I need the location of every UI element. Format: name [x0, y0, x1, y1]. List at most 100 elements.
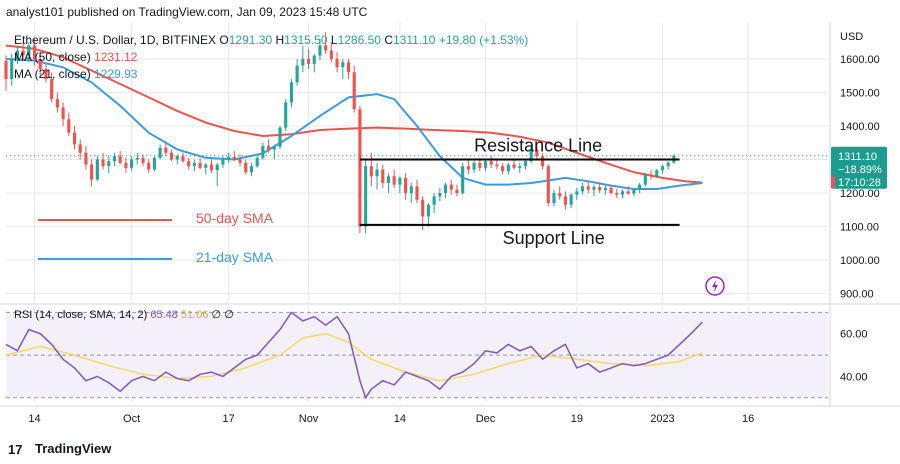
rsi-legend: RSI (14, close, SMA, 14, 2) 65.48 51.06 … [14, 309, 234, 321]
candle-body [358, 109, 362, 227]
candle-body [552, 193, 556, 204]
candle-body [643, 174, 647, 185]
sma50-legend-label: 50-day SMA [196, 210, 274, 226]
tradingview-brand[interactable]: 17 TradingView [8, 441, 111, 456]
candle-body [192, 162, 196, 167]
current-price-change: −18.89% [838, 164, 882, 176]
candle-body [221, 159, 225, 165]
high-label: H [275, 33, 284, 47]
alert-bolt [712, 280, 718, 292]
candle-body [267, 146, 271, 150]
rsi-tick-label: 60.00 [840, 329, 868, 341]
rsi-empty-value-1: ∅ [212, 309, 222, 321]
change-value: +19.80 (+1.53%) [439, 33, 528, 47]
candle-body [626, 191, 630, 194]
candle-body [67, 119, 71, 133]
candle-body [306, 58, 311, 64]
candle-body [335, 58, 339, 68]
low-label: L [331, 33, 338, 47]
candle-body [660, 166, 665, 171]
rsi-empty-value-2: ∅ [224, 309, 234, 321]
candle-body [632, 189, 636, 194]
candle-body [386, 176, 391, 183]
candle-body [529, 149, 533, 162]
low-value: 1286.50 [338, 33, 382, 47]
candle-body [449, 184, 453, 190]
candle-body [461, 166, 465, 194]
candle-body [392, 176, 396, 185]
candle-body [244, 162, 248, 173]
candle-body [421, 199, 425, 217]
brand-name: TradingView [35, 441, 112, 456]
candle-body [341, 62, 345, 68]
candle-body [158, 147, 162, 158]
candle-body [227, 156, 231, 160]
candle-body [141, 157, 145, 163]
price-tick-label: 900.00 [840, 289, 874, 301]
candle-body [130, 159, 134, 168]
candle-body [238, 159, 242, 163]
current-price-tag [831, 146, 887, 189]
candle-body [620, 191, 625, 195]
candle-body [512, 164, 516, 168]
candle-body [501, 166, 505, 172]
candle-body [523, 161, 528, 167]
candle-body [90, 164, 94, 180]
ma21-line [5, 57, 703, 190]
candle-body [603, 187, 607, 191]
price-tick-label: 1400.00 [840, 121, 880, 133]
candle-body [478, 162, 482, 168]
candle-body [495, 164, 499, 167]
candle-body [518, 166, 522, 168]
candle-body [175, 156, 179, 160]
price-tick-label: 1500.00 [840, 87, 880, 99]
candle-body [249, 166, 254, 173]
ma50-line [5, 44, 703, 184]
candle-body [575, 191, 579, 195]
candle-body [44, 68, 48, 80]
candle-body [284, 102, 288, 128]
candle-body [164, 147, 168, 153]
candle-countdown: 17:10:28 [838, 177, 881, 189]
rsi-tick-label: 40.00 [840, 371, 868, 383]
x-tick-label: 14 [394, 413, 406, 425]
candle-body [27, 45, 31, 56]
rsi-sma-legend-value: 51.06 [181, 309, 209, 321]
candle-body [135, 157, 139, 160]
candle-body [558, 193, 562, 197]
candle-body [289, 82, 293, 103]
support-label: Support Line [503, 228, 605, 248]
candle-body [404, 177, 408, 194]
candle-body [483, 161, 488, 168]
candle-body [426, 204, 430, 217]
candle-body [364, 166, 368, 227]
lightning-alert-icon[interactable] [705, 276, 725, 296]
candle-body [61, 107, 65, 120]
candle-body [112, 156, 117, 162]
candle-body [232, 156, 236, 160]
candle-body [432, 196, 436, 205]
ma50-legend: MA (50, close) 1231.12 [14, 50, 138, 64]
price-tick-label: 1100.00 [840, 222, 879, 234]
open-label: O [219, 33, 228, 47]
candle-body [415, 186, 419, 200]
ma21-legend-value: 1229.93 [94, 67, 138, 81]
candle-body [124, 162, 128, 168]
candle-body [84, 152, 88, 165]
price-tick-label: 1200.00 [840, 188, 880, 200]
candle-body [381, 169, 385, 183]
candle-body [409, 186, 413, 194]
candle-body [443, 184, 448, 194]
candle-body [489, 161, 493, 165]
candle-body [101, 159, 105, 167]
candle-body [472, 162, 476, 170]
candle-body [598, 186, 602, 191]
candle-body [586, 186, 590, 190]
price-tick-label: 1000.00 [840, 255, 880, 267]
candle-body [455, 189, 459, 194]
x-tick-label: 2023 [650, 413, 674, 425]
candle-body [352, 72, 356, 110]
x-tick-label: 16 [742, 413, 754, 425]
candle-body [369, 166, 373, 177]
